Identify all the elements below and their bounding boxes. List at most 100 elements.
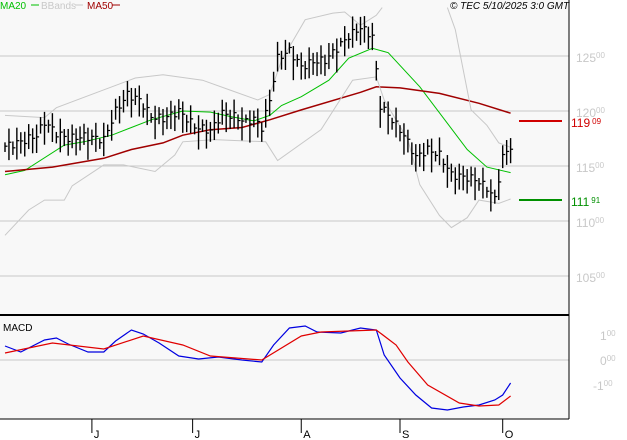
price-bar [126, 81, 130, 107]
price-bar [415, 144, 419, 172]
price-bar [63, 129, 67, 147]
price-bar [99, 138, 103, 149]
price-bar [438, 137, 442, 166]
price-bar [446, 155, 450, 188]
price-bar [87, 127, 91, 160]
price-bar [253, 110, 257, 128]
price-bar [95, 122, 99, 152]
month-label: A [303, 429, 311, 440]
price-bar [138, 85, 142, 117]
price-bar [47, 119, 51, 133]
price-bar [170, 100, 174, 130]
price-bar [245, 114, 249, 123]
price-bar [419, 143, 423, 167]
price-bar [320, 45, 324, 75]
price-bar [284, 39, 288, 70]
legend-ma50: MA50 [87, 1, 114, 12]
price-bar [106, 124, 111, 137]
price-bar [324, 54, 328, 76]
price-bar [217, 112, 221, 134]
price-bar [308, 47, 312, 79]
price-bar [371, 22, 375, 51]
price-bar [146, 93, 150, 126]
price-bar [51, 113, 55, 143]
price-bar [91, 129, 95, 146]
price-bar [276, 41, 281, 72]
month-label: O [505, 429, 514, 440]
price-bar [458, 163, 462, 190]
series-ma50 [4, 86, 511, 173]
price-bar [344, 26, 348, 57]
price-bar [67, 128, 71, 156]
price-bar [174, 105, 178, 132]
price-bar [509, 138, 514, 164]
price-bar [71, 124, 75, 149]
price-bar [4, 142, 8, 152]
price-bar [490, 179, 494, 212]
price-bar [454, 167, 458, 195]
legend-ma20: MA20 [0, 1, 27, 12]
price-bar [24, 131, 28, 157]
price-bar [268, 89, 273, 117]
price-bar [209, 121, 213, 142]
price-bar [35, 124, 40, 153]
price-bar [166, 107, 170, 130]
price-panel [0, 0, 569, 315]
price-bar [470, 166, 474, 187]
price-bar [423, 142, 427, 172]
price-bar [304, 60, 308, 80]
price-bar [375, 60, 379, 81]
price-bar [237, 114, 241, 130]
month-label: J [195, 429, 201, 440]
price-bar [399, 125, 403, 142]
price-bar [241, 107, 245, 141]
price-bar [411, 142, 415, 165]
price-bar [130, 87, 134, 118]
price-bar [110, 109, 115, 141]
price-bar [332, 43, 336, 59]
price-bar [359, 16, 363, 46]
price-bar [347, 33, 352, 49]
price-bar [502, 145, 506, 169]
price-bar [59, 118, 63, 153]
price-bar [205, 119, 209, 149]
price-bar [257, 108, 261, 138]
macd-lines [4, 325, 512, 411]
price-bar [478, 177, 482, 191]
price-bar [158, 107, 162, 125]
price-bar [403, 123, 407, 155]
price-bar [450, 163, 454, 182]
price-bar [312, 52, 316, 75]
price-bar [328, 43, 332, 70]
series-bbands-lower [4, 76, 511, 236]
price-bar [407, 129, 411, 153]
price-bar [28, 124, 32, 150]
price-bar [442, 158, 446, 173]
price-bar [288, 42, 292, 54]
price-bar [75, 128, 79, 156]
price-bar [351, 16, 356, 48]
price-bar [79, 126, 83, 151]
price-bar [229, 109, 233, 129]
price-bar [387, 101, 391, 135]
price-bar [466, 169, 470, 194]
price-bar [162, 108, 166, 136]
price-bar [474, 167, 478, 201]
macd-title: MACD [3, 323, 32, 334]
price-bar [482, 167, 486, 199]
copyright: © TEC 5/10/2025 3:0 GMT [450, 1, 570, 12]
price-bar [83, 123, 87, 145]
price-bar [383, 101, 387, 113]
price-bar [39, 117, 44, 134]
price-bar [462, 165, 466, 191]
price-bar [505, 140, 510, 165]
series-bbands-upper [446, 7, 511, 148]
price-bar [178, 99, 182, 120]
price-bar [261, 122, 265, 142]
price-bar [265, 98, 269, 128]
series-ma20 [4, 47, 511, 176]
price-bar [340, 37, 344, 47]
price-bar [494, 189, 498, 204]
price-bar [391, 117, 395, 130]
